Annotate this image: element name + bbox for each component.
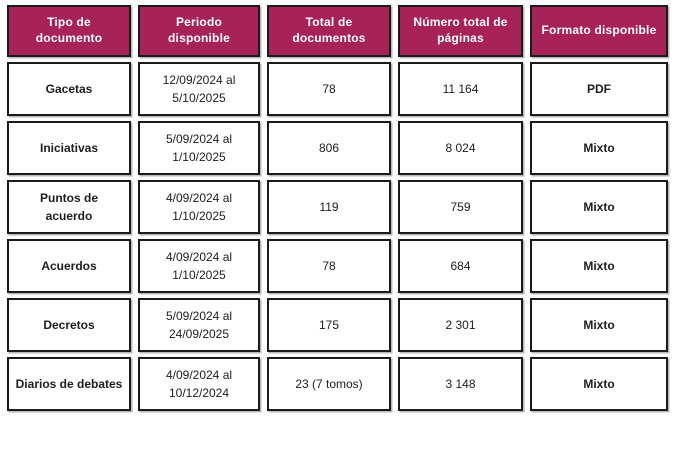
cell-numero-total-de-paginas: 2 301 [398,298,523,352]
cell-numero-total-de-paginas: 684 [398,239,523,293]
cell-formato-disponible: Mixto [530,121,668,175]
cell-total-de-documentos: 78 [267,62,391,116]
cell-periodo-disponible: 5/09/2024 al 24/09/2025 [138,298,260,352]
table-row: Acuerdos 4/09/2024 al 1/10/2025 78 684 M… [7,239,668,293]
header-cell-numero-total-de-paginas: Número total de páginas [398,5,523,57]
header-cell-tipo-de-documento: Tipo de documento [7,5,131,57]
cell-formato-disponible: Mixto [530,239,668,293]
cell-total-de-documentos: 78 [267,239,391,293]
cell-total-de-documentos: 23 (7 tomos) [267,357,391,411]
table-row: Puntos de acuerdo 4/09/2024 al 1/10/2025… [7,180,668,234]
cell-formato-disponible: Mixto [530,180,668,234]
cell-numero-total-de-paginas: 3 148 [398,357,523,411]
cell-tipo-de-documento: Acuerdos [7,239,131,293]
cell-formato-disponible: PDF [530,62,668,116]
table-row: Decretos 5/09/2024 al 24/09/2025 175 2 3… [7,298,668,352]
cell-total-de-documentos: 175 [267,298,391,352]
cell-tipo-de-documento: Diarios de debates [7,357,131,411]
header-cell-periodo-disponible: Periodo disponible [138,5,260,57]
cell-tipo-de-documento: Decretos [7,298,131,352]
cell-tipo-de-documento: Gacetas [7,62,131,116]
table-row: Gacetas 12/09/2024 al 5/10/2025 78 11 16… [7,62,668,116]
cell-periodo-disponible: 4/09/2024 al 1/10/2025 [138,180,260,234]
cell-numero-total-de-paginas: 11 164 [398,62,523,116]
header-cell-formato-disponible: Formato disponible [530,5,668,57]
cell-formato-disponible: Mixto [530,298,668,352]
cell-total-de-documentos: 119 [267,180,391,234]
cell-periodo-disponible: 5/09/2024 al 1/10/2025 [138,121,260,175]
table-row: Diarios de debates 4/09/2024 al 10/12/20… [7,357,668,411]
cell-numero-total-de-paginas: 759 [398,180,523,234]
cell-periodo-disponible: 4/09/2024 al 10/12/2024 [138,357,260,411]
cell-total-de-documentos: 806 [267,121,391,175]
header-cell-total-de-documentos: Total de documentos [267,5,391,57]
cell-periodo-disponible: 4/09/2024 al 1/10/2025 [138,239,260,293]
cell-formato-disponible: Mixto [530,357,668,411]
header-row: Tipo de documento Periodo disponible Tot… [7,5,668,57]
cell-numero-total-de-paginas: 8 024 [398,121,523,175]
table-row: Iniciativas 5/09/2024 al 1/10/2025 806 8… [7,121,668,175]
cell-tipo-de-documento: Puntos de acuerdo [7,180,131,234]
cell-periodo-disponible: 12/09/2024 al 5/10/2025 [138,62,260,116]
documents-table: Tipo de documento Periodo disponible Tot… [7,5,668,411]
cell-tipo-de-documento: Iniciativas [7,121,131,175]
